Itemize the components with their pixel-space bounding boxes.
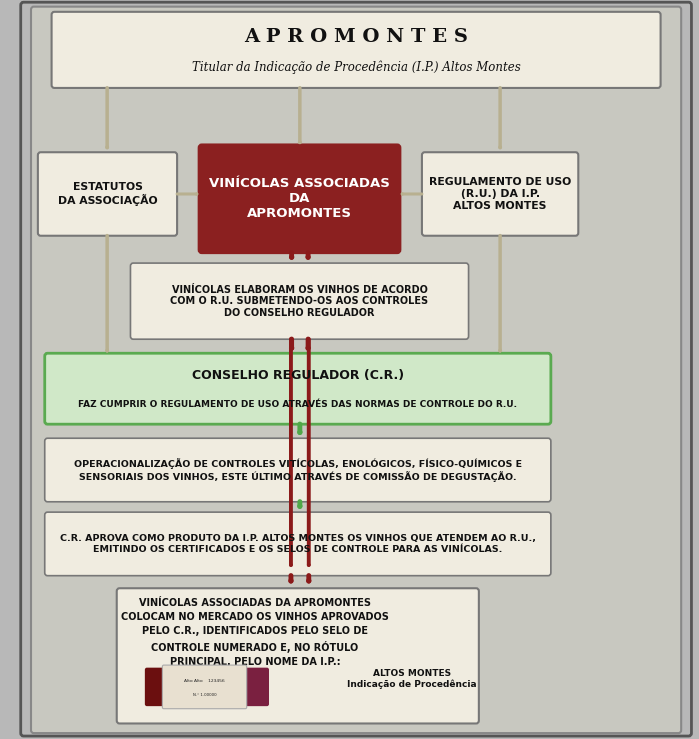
Text: Alto Alto    123456: Alto Alto 123456 bbox=[184, 679, 225, 683]
FancyBboxPatch shape bbox=[45, 438, 551, 502]
FancyBboxPatch shape bbox=[422, 152, 578, 236]
FancyBboxPatch shape bbox=[131, 263, 468, 339]
Text: ESTATUTOS
DA ASSOCIAÇÃO: ESTATUTOS DA ASSOCIAÇÃO bbox=[58, 182, 157, 206]
Text: OPERACIONALIZAÇÃO DE CONTROLES VITÍCOLAS, ENOLÓGICOS, FÍSICO-QUÍMICOS E
SENSORIA: OPERACIONALIZAÇÃO DE CONTROLES VITÍCOLAS… bbox=[73, 458, 522, 482]
Text: A P R O M O N T E S: A P R O M O N T E S bbox=[244, 28, 468, 47]
FancyBboxPatch shape bbox=[244, 668, 268, 706]
Text: VINÍCOLAS ASSOCIADAS DA APROMONTES
COLOCAM NO MERCADO OS VINHOS APROVADOS
PELO C: VINÍCOLAS ASSOCIADAS DA APROMONTES COLOC… bbox=[121, 598, 389, 667]
Text: CONSELHO REGULADOR (C.R.): CONSELHO REGULADOR (C.R.) bbox=[192, 370, 404, 382]
Text: C.R. APROVA COMO PRODUTO DA I.P. ALTOS MONTES OS VINHOS QUE ATENDEM AO R.U.,
EMI: C.R. APROVA COMO PRODUTO DA I.P. ALTOS M… bbox=[60, 534, 536, 554]
Text: Titular da Indicação de Procedência (I.P.) Altos Montes: Titular da Indicação de Procedência (I.P… bbox=[192, 61, 521, 74]
FancyBboxPatch shape bbox=[117, 588, 479, 723]
FancyBboxPatch shape bbox=[45, 512, 551, 576]
Text: VINÍCOLAS ASSOCIADAS
DA
APROMONTES: VINÍCOLAS ASSOCIADAS DA APROMONTES bbox=[209, 177, 390, 220]
Text: REGULAMENTO DE USO
(R.U.) DA I.P.
ALTOS MONTES: REGULAMENTO DE USO (R.U.) DA I.P. ALTOS … bbox=[429, 177, 571, 211]
FancyBboxPatch shape bbox=[199, 145, 400, 253]
Text: ALTOS MONTES
Indicação de Procedência: ALTOS MONTES Indicação de Procedência bbox=[347, 669, 477, 689]
FancyBboxPatch shape bbox=[38, 152, 177, 236]
Text: VINÍCOLAS ELABORAM OS VINHOS DE ACORDO
COM O R.U. SUBMETENDO-OS AOS CONTROLES
DO: VINÍCOLAS ELABORAM OS VINHOS DE ACORDO C… bbox=[171, 285, 428, 318]
FancyBboxPatch shape bbox=[52, 12, 661, 88]
FancyBboxPatch shape bbox=[145, 668, 165, 706]
FancyBboxPatch shape bbox=[45, 353, 551, 424]
FancyBboxPatch shape bbox=[162, 665, 247, 709]
FancyBboxPatch shape bbox=[31, 7, 681, 733]
Text: N.° 1.00000: N.° 1.00000 bbox=[193, 693, 216, 697]
Text: FAZ CUMPRIR O REGULAMENTO DE USO ATRAVÉS DAS NORMAS DE CONTROLE DO R.U.: FAZ CUMPRIR O REGULAMENTO DE USO ATRAVÉS… bbox=[78, 400, 517, 409]
